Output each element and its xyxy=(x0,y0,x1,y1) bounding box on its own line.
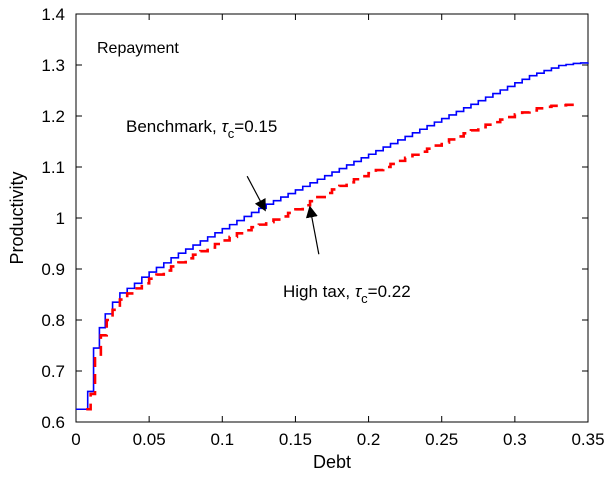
benchmark-series-line xyxy=(76,62,589,411)
y-tick-label: 1.1 xyxy=(41,158,65,177)
plot-frame xyxy=(75,13,589,423)
y-tick-label: 0.6 xyxy=(41,413,65,432)
y-axis-title: Productivity xyxy=(7,171,27,264)
high-tax-label-value: =0.22 xyxy=(368,282,411,301)
y-tick-label: 0.9 xyxy=(41,260,65,279)
high-tax-pointer-arrow xyxy=(305,205,320,255)
y-tick-label: 0.7 xyxy=(41,362,65,381)
benchmark-series-label: Benchmark, τc=0.15 xyxy=(126,117,277,141)
x-tick-label: 0.15 xyxy=(279,430,312,449)
x-tick-label: 0.1 xyxy=(210,430,234,449)
high-tax-series-line xyxy=(86,103,581,411)
x-tick-label: 0.3 xyxy=(503,430,527,449)
benchmark-label-main: Benchmark, xyxy=(126,117,221,136)
x-tick-label: 0 xyxy=(71,430,80,449)
x-tick-label: 0.25 xyxy=(425,430,458,449)
x-tick-label: 0.35 xyxy=(571,430,604,449)
x-tick-label: 0.05 xyxy=(133,430,166,449)
benchmark-label-subscript: c xyxy=(228,126,235,141)
plot-note: Repayment xyxy=(97,40,179,57)
arrow-layer xyxy=(246,175,320,255)
series-layer xyxy=(76,62,589,411)
benchmark-label-value: =0.15 xyxy=(234,117,277,136)
y-axis-ticks: 0.6 0.7 0.8 0.9 1 1.1 1.2 1.3 1.4 xyxy=(41,5,588,432)
high-tax-label-subscript: c xyxy=(361,291,368,306)
y-tick-label: 1.3 xyxy=(41,56,65,75)
x-axis-ticks: 0 0.05 0.1 0.15 0.2 0.25 0.3 0.35 xyxy=(71,14,605,449)
benchmark-pointer-arrow xyxy=(246,175,266,212)
y-tick-label: 0.8 xyxy=(41,311,65,330)
x-tick-label: 0.2 xyxy=(357,430,381,449)
y-tick-label: 1 xyxy=(56,209,65,228)
y-tick-label: 1.2 xyxy=(41,107,65,126)
benchmark-label-tau: τ xyxy=(221,117,229,136)
high-tax-label-main: High tax, xyxy=(283,282,355,301)
y-tick-label: 1.4 xyxy=(41,5,65,24)
high-tax-label-tau: τ xyxy=(355,282,363,301)
high-tax-series-label: High tax, τc=0.22 xyxy=(283,282,411,306)
x-axis-title: Debt xyxy=(313,452,351,472)
